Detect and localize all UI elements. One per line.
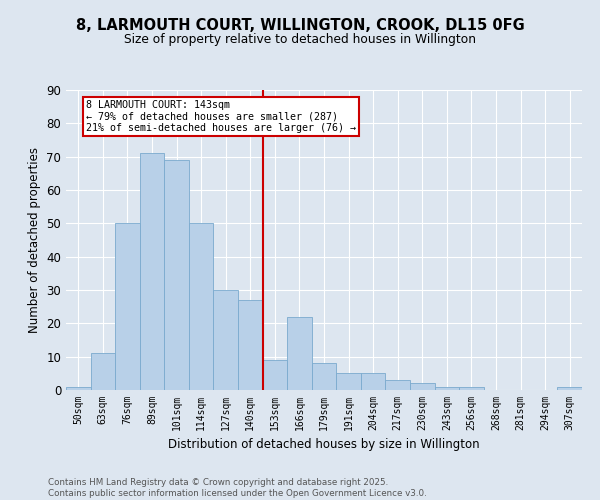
Bar bbox=[434, 386, 459, 390]
Text: Size of property relative to detached houses in Willington: Size of property relative to detached ho… bbox=[124, 32, 476, 46]
Bar bbox=[336, 374, 361, 390]
Bar bbox=[263, 360, 287, 390]
Bar bbox=[361, 374, 385, 390]
Bar bbox=[557, 386, 582, 390]
Bar bbox=[287, 316, 312, 390]
Bar bbox=[140, 154, 164, 390]
Bar bbox=[66, 386, 91, 390]
Text: Contains HM Land Registry data © Crown copyright and database right 2025.
Contai: Contains HM Land Registry data © Crown c… bbox=[48, 478, 427, 498]
Text: 8, LARMOUTH COURT, WILLINGTON, CROOK, DL15 0FG: 8, LARMOUTH COURT, WILLINGTON, CROOK, DL… bbox=[76, 18, 524, 32]
Bar bbox=[115, 224, 140, 390]
Bar bbox=[214, 290, 238, 390]
Bar bbox=[312, 364, 336, 390]
Y-axis label: Number of detached properties: Number of detached properties bbox=[28, 147, 41, 333]
Bar bbox=[164, 160, 189, 390]
Bar bbox=[410, 384, 434, 390]
Bar bbox=[189, 224, 214, 390]
Bar bbox=[91, 354, 115, 390]
Bar bbox=[238, 300, 263, 390]
X-axis label: Distribution of detached houses by size in Willington: Distribution of detached houses by size … bbox=[168, 438, 480, 452]
Text: 8 LARMOUTH COURT: 143sqm
← 79% of detached houses are smaller (287)
21% of semi-: 8 LARMOUTH COURT: 143sqm ← 79% of detach… bbox=[86, 100, 356, 133]
Bar bbox=[385, 380, 410, 390]
Bar bbox=[459, 386, 484, 390]
